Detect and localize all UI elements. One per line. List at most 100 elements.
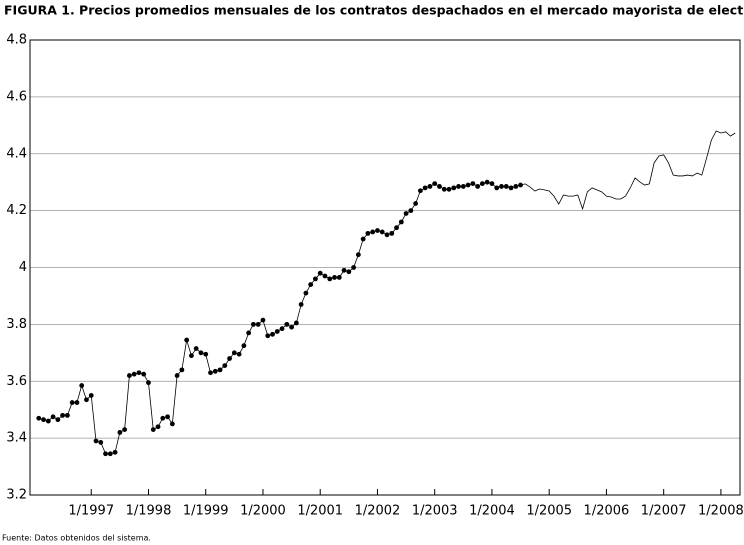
price-marker <box>84 397 89 403</box>
price-marker <box>451 185 457 191</box>
x-tick-label: 1/2000 <box>240 504 286 519</box>
price-marker <box>112 449 118 455</box>
price-marker <box>255 321 261 327</box>
price-marker <box>270 331 275 337</box>
price-marker <box>484 179 490 185</box>
y-tick-label: 3.6 <box>6 374 27 389</box>
price-marker <box>351 265 357 270</box>
x-tick-label: 1/2007 <box>641 504 687 519</box>
price-marker <box>41 417 46 423</box>
price-marker <box>198 350 204 356</box>
price-marker <box>432 181 438 187</box>
y-tick-label: 3.2 <box>6 488 27 503</box>
price-marker <box>503 184 509 189</box>
price-marker <box>480 181 485 187</box>
plot-frame <box>29 39 741 496</box>
price-marker <box>332 275 337 280</box>
price-marker <box>513 184 519 189</box>
price-marker <box>122 427 128 432</box>
price-marker <box>284 321 290 327</box>
price-marker <box>317 270 323 276</box>
price-marker <box>107 451 113 457</box>
x-tick-label: 1/2004 <box>469 504 515 519</box>
price-marker <box>441 186 447 192</box>
price-marker <box>260 317 266 323</box>
price-marker <box>236 351 242 357</box>
price-marker <box>355 252 361 258</box>
price-marker <box>160 415 166 421</box>
price-marker <box>375 228 380 233</box>
price-marker <box>384 232 390 238</box>
x-tick-label: 1/2006 <box>584 504 630 519</box>
price-marker <box>494 185 500 191</box>
price-marker <box>36 415 42 421</box>
price-marker <box>422 185 428 191</box>
price-marker <box>403 211 409 216</box>
price-marker <box>60 412 66 418</box>
price-marker <box>150 427 156 432</box>
y-tick-label: 4.2 <box>6 203 27 218</box>
price-marker <box>179 367 185 373</box>
price-marker <box>184 337 190 343</box>
price-marker <box>370 229 376 235</box>
price-marker <box>155 424 161 430</box>
price-marker <box>427 184 433 189</box>
price-marker <box>165 414 170 420</box>
price-marker <box>64 412 70 418</box>
price-marker <box>274 329 280 334</box>
chart-title: FIGURA 1. Precios promedios mensuales de… <box>4 3 744 18</box>
price-marker <box>379 229 385 235</box>
x-tick-label: 1/2008 <box>698 504 744 519</box>
price-marker <box>475 184 481 189</box>
price-marker <box>346 269 352 275</box>
price-marker <box>193 346 199 351</box>
price-marker <box>174 373 180 378</box>
y-tick-label: 4.8 <box>6 33 27 48</box>
price-marker <box>251 321 256 327</box>
price-marker <box>189 353 194 359</box>
price-marker <box>136 370 142 376</box>
price-marker <box>417 188 423 194</box>
price-marker <box>518 182 523 188</box>
price-marker <box>446 186 452 192</box>
price-marker <box>413 201 419 206</box>
price-marker <box>327 276 333 282</box>
price-marker <box>456 184 461 189</box>
price-marker <box>470 181 476 187</box>
price-marker <box>499 184 504 189</box>
price-line <box>38 130 736 455</box>
price-marker <box>169 421 175 427</box>
x-tick-label: 1/2002 <box>355 504 401 519</box>
price-marker <box>322 273 328 279</box>
y-tick-label: 4 <box>19 260 27 275</box>
price-marker <box>279 326 285 332</box>
price-marker <box>98 439 104 445</box>
x-tick-label: 1/2001 <box>297 504 343 519</box>
price-marker <box>231 350 237 356</box>
price-marker <box>141 371 147 377</box>
price-marker <box>212 368 218 374</box>
price-marker <box>103 451 108 457</box>
price-marker <box>74 400 80 405</box>
price-marker <box>79 383 85 388</box>
price-marker <box>465 182 471 188</box>
price-marker <box>289 324 294 330</box>
price-marker <box>293 320 299 326</box>
price-marker <box>50 414 56 420</box>
price-marker <box>489 181 495 187</box>
x-tick-label: 1/1998 <box>126 504 172 519</box>
price-marker <box>127 373 132 378</box>
price-marker <box>45 418 51 424</box>
price-marker <box>398 219 404 225</box>
price-marker <box>69 400 75 405</box>
price-marker <box>313 276 318 282</box>
price-marker <box>303 290 309 296</box>
x-tick-label: 1/2005 <box>526 504 572 519</box>
price-marker <box>460 184 466 189</box>
price-marker <box>308 282 314 287</box>
price-marker <box>222 363 228 369</box>
price-marker <box>508 185 514 191</box>
price-marker <box>437 184 442 189</box>
price-marker <box>365 230 371 236</box>
